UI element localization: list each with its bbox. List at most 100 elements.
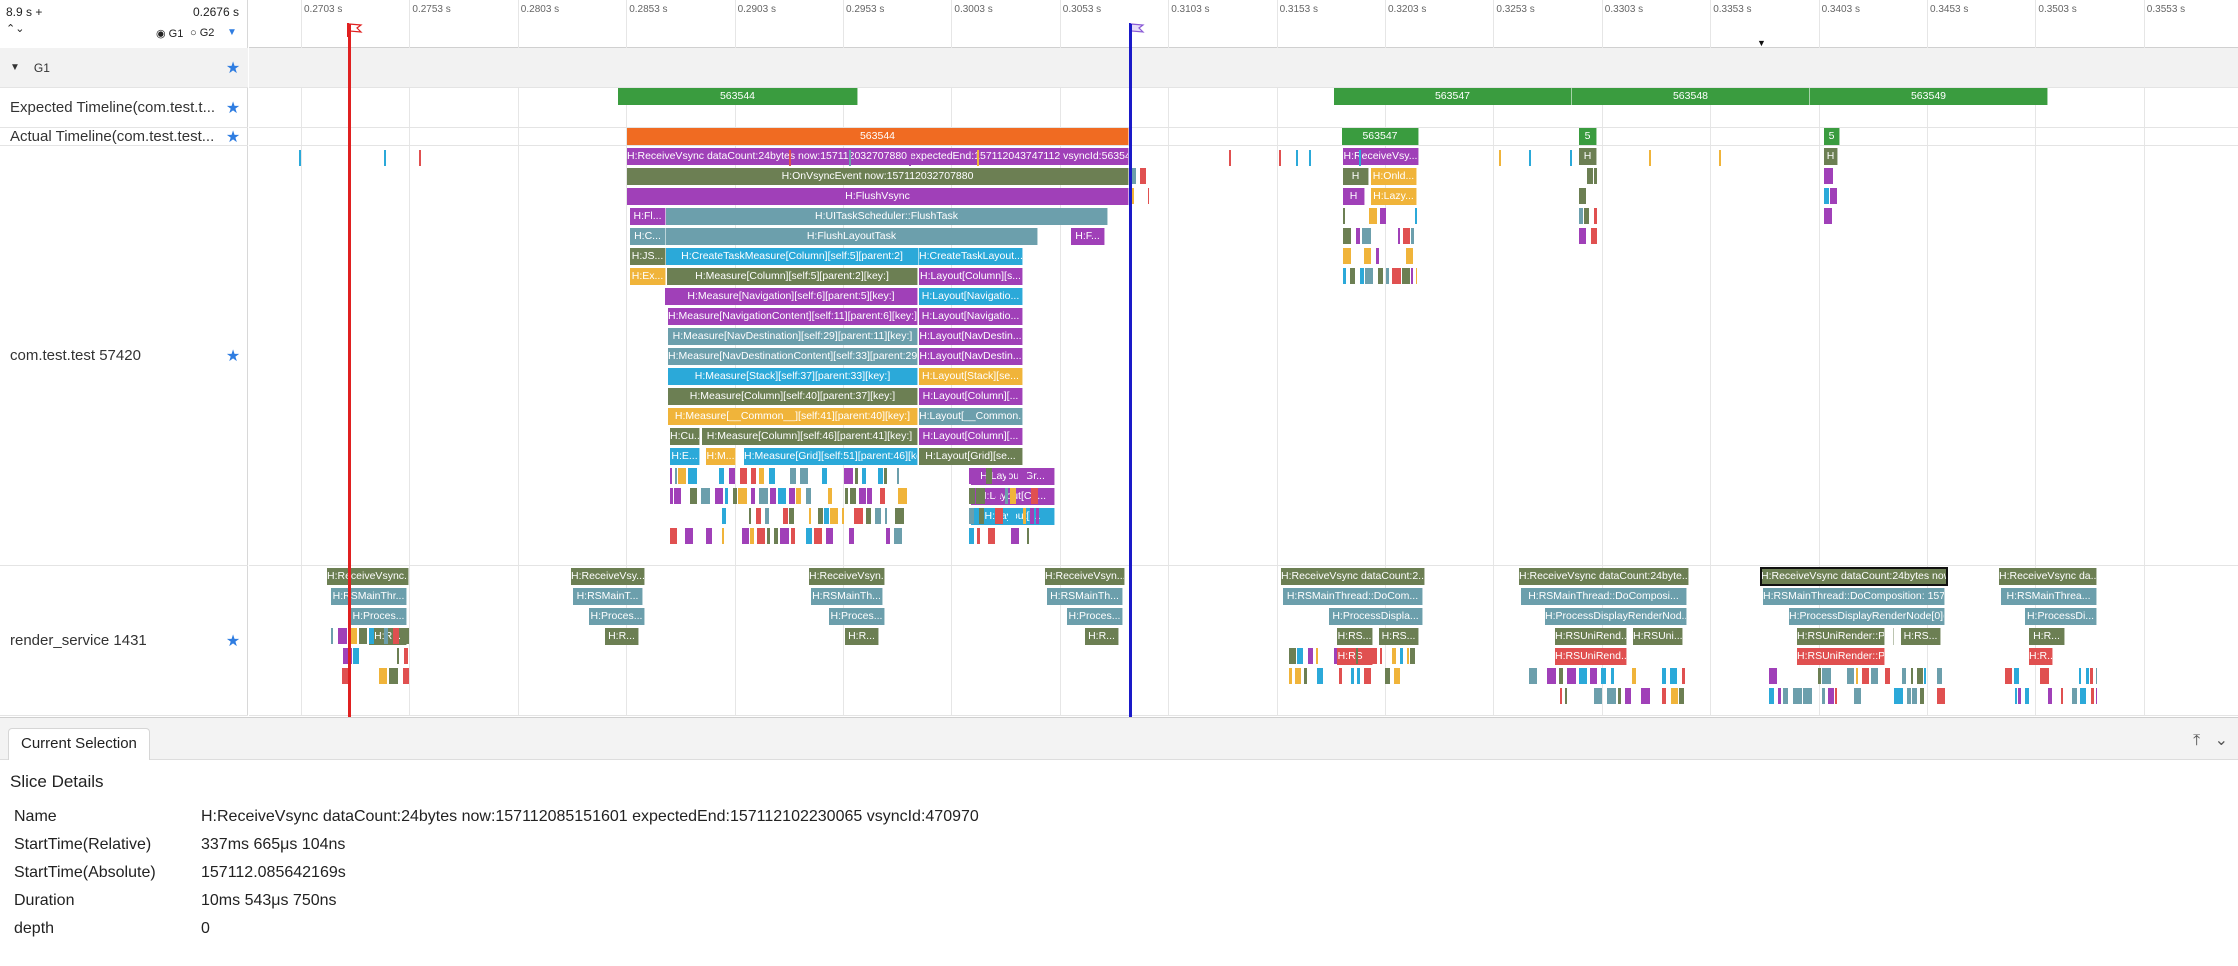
trace-fragment[interactable]	[1822, 668, 1831, 684]
slice-measure[interactable]: H:Measure[Grid][self:51][parent:46][key:…	[744, 448, 918, 465]
slice-receive-vsync[interactable]: H:ReceiveVsy...	[1343, 148, 1419, 165]
trace-fragment[interactable]	[1719, 150, 1721, 166]
flag-dropdown-icon[interactable]: ▼	[227, 27, 237, 38]
trace-fragment[interactable]	[1885, 668, 1890, 684]
trace-fragment[interactable]	[767, 528, 770, 544]
trace-fragment[interactable]	[875, 508, 881, 524]
render-slice[interactable]: H:R...	[2029, 648, 2053, 665]
trace-fragment[interactable]	[1411, 228, 1414, 244]
trace-fragment[interactable]	[1400, 648, 1403, 664]
trace-fragment[interactable]	[1547, 668, 1556, 684]
trace-fragment[interactable]	[2079, 668, 2081, 684]
trace-fragment[interactable]	[880, 488, 885, 504]
slice-measure[interactable]: H:Measure[__Common__][self:41][parent:40…	[668, 408, 918, 425]
slice-small[interactable]: H:Lazy...	[1371, 188, 1417, 205]
track-expected-timeline[interactable]: Expected Timeline(com.test.t... ★	[0, 88, 248, 128]
trace-fragment[interactable]	[1406, 248, 1413, 264]
trace-fragment[interactable]	[1407, 648, 1409, 664]
trace-fragment[interactable]	[2096, 688, 2097, 704]
trace-fragment[interactable]	[359, 628, 367, 644]
trace-fragment[interactable]	[706, 528, 712, 544]
trace-fragment[interactable]	[1005, 488, 1008, 504]
trace-fragment[interactable]	[738, 488, 747, 504]
trace-fragment[interactable]	[1392, 268, 1401, 284]
trace-fragment[interactable]	[1343, 208, 1345, 224]
render-slice[interactable]: H:ProcessDi...	[2025, 608, 2097, 625]
trace-fragment[interactable]	[348, 628, 357, 644]
trace-fragment[interactable]	[814, 528, 822, 544]
trace-fragment[interactable]	[1529, 150, 1531, 166]
trace-fragment[interactable]	[988, 528, 995, 544]
trace-fragment[interactable]	[1590, 668, 1597, 684]
render-slice[interactable]: H:RSUni...	[1633, 628, 1683, 645]
trace-fragment[interactable]	[855, 468, 858, 484]
trace-fragment[interactable]	[2025, 688, 2029, 704]
trace-fragment[interactable]	[1356, 648, 1358, 664]
trace-fragment[interactable]	[1830, 188, 1837, 204]
trace-fragment[interactable]	[675, 468, 677, 484]
slice-layout[interactable]: H:Layout[NavDestin...	[919, 328, 1023, 345]
blue-marker-line[interactable]	[1129, 24, 1132, 786]
trace-fragment[interactable]	[1304, 668, 1307, 684]
actual-slice[interactable]: 563544	[627, 128, 1129, 145]
render-slice[interactable]: H:Proces...	[829, 608, 885, 625]
trace-fragment[interactable]	[894, 528, 902, 544]
trace-fragment[interactable]	[1011, 528, 1019, 544]
slice-measure[interactable]: H:Measure[Stack][self:37][parent:33][key…	[668, 368, 918, 385]
trace-fragment[interactable]	[1584, 208, 1589, 224]
trace-fragment[interactable]	[1937, 688, 1945, 704]
trace-fragment[interactable]	[701, 488, 710, 504]
trace-fragment[interactable]	[1917, 668, 1923, 684]
slice-measure[interactable]: H:Measure[NavigationContent][self:11][pa…	[668, 308, 918, 325]
trace-fragment[interactable]	[749, 508, 751, 524]
slice-layout[interactable]: H:Layout[Navigatio...	[919, 288, 1023, 305]
trace-fragment[interactable]	[722, 508, 726, 524]
render-slice[interactable]: H:RSMainT...	[573, 588, 643, 605]
trace-fragment[interactable]	[1140, 168, 1146, 184]
trace-fragment[interactable]	[1362, 228, 1371, 244]
slice-measure[interactable]: H:Measure[Column][self:46][parent:41][ke…	[702, 428, 918, 445]
render-slice[interactable]: H:RSUniRend...	[1555, 628, 1627, 645]
slice-measure[interactable]: H:Measure[NavDestination][self:29][paren…	[668, 328, 918, 345]
expected-slice[interactable]: 563547	[1334, 88, 1572, 105]
trace-fragment[interactable]	[1641, 688, 1650, 704]
tab-current-selection[interactable]: Current Selection	[8, 728, 150, 760]
trace-fragment[interactable]	[1671, 688, 1678, 704]
trace-fragment[interactable]	[1376, 248, 1379, 264]
collapse-icon[interactable]: ⌃⌄	[6, 23, 25, 35]
trace-fragment[interactable]	[969, 528, 974, 544]
time-ruler[interactable]: 0.2703 s 0.2753 s 0.2803 s 0.2853 s 0.2903 s…	[249, 0, 2238, 48]
trace-fragment[interactable]	[1316, 648, 1318, 664]
trace-fragment[interactable]	[765, 508, 769, 524]
slice-small[interactable]: H:C...	[630, 228, 666, 245]
trace-fragment[interactable]	[1649, 150, 1651, 166]
trace-fragment[interactable]	[789, 150, 791, 166]
trace-fragment[interactable]	[343, 648, 352, 664]
trace-fragment[interactable]	[1559, 668, 1563, 684]
render-slice[interactable]: H:ReceiveVsy...	[571, 568, 645, 585]
trace-fragment[interactable]	[1416, 268, 1417, 284]
track-actual-timeline[interactable]: Actual Timeline(com.test.test... ★	[0, 128, 248, 146]
timeline-panel[interactable]: 8.9 s + 0.2676 s ⌃⌄ ◉ G1 ○ G2 ▼ ▼ G1 ★ E…	[0, 0, 2238, 716]
trace-fragment[interactable]	[976, 468, 981, 484]
trace-fragment[interactable]	[1279, 150, 1281, 166]
trace-fragment[interactable]	[867, 488, 872, 504]
trace-fragment[interactable]	[1343, 248, 1351, 264]
slice-layout[interactable]: H:Layout[Column][...	[919, 428, 1023, 445]
trace-fragment[interactable]	[769, 468, 775, 484]
trace-fragment[interactable]	[674, 488, 681, 504]
group-row-g1[interactable]: ▼ G1 ★	[0, 48, 248, 88]
slice-small[interactable]: H	[1579, 148, 1597, 165]
trace-fragment[interactable]	[759, 468, 764, 484]
slice-flush-vsync[interactable]: H:FlushVsync	[627, 188, 1129, 205]
trace-fragment[interactable]	[780, 528, 789, 544]
trace-fragment[interactable]	[1008, 508, 1016, 524]
trace-fragment[interactable]	[886, 528, 890, 544]
expected-slice[interactable]: 563548	[1572, 88, 1810, 105]
slice-small[interactable]: H	[1343, 168, 1369, 185]
trace-fragment[interactable]	[1565, 688, 1567, 704]
trace-fragment[interactable]	[1579, 208, 1583, 224]
trace-fragment[interactable]	[1398, 228, 1400, 244]
trace-fragment[interactable]	[2096, 668, 2097, 684]
trace-fragment[interactable]	[670, 468, 672, 484]
